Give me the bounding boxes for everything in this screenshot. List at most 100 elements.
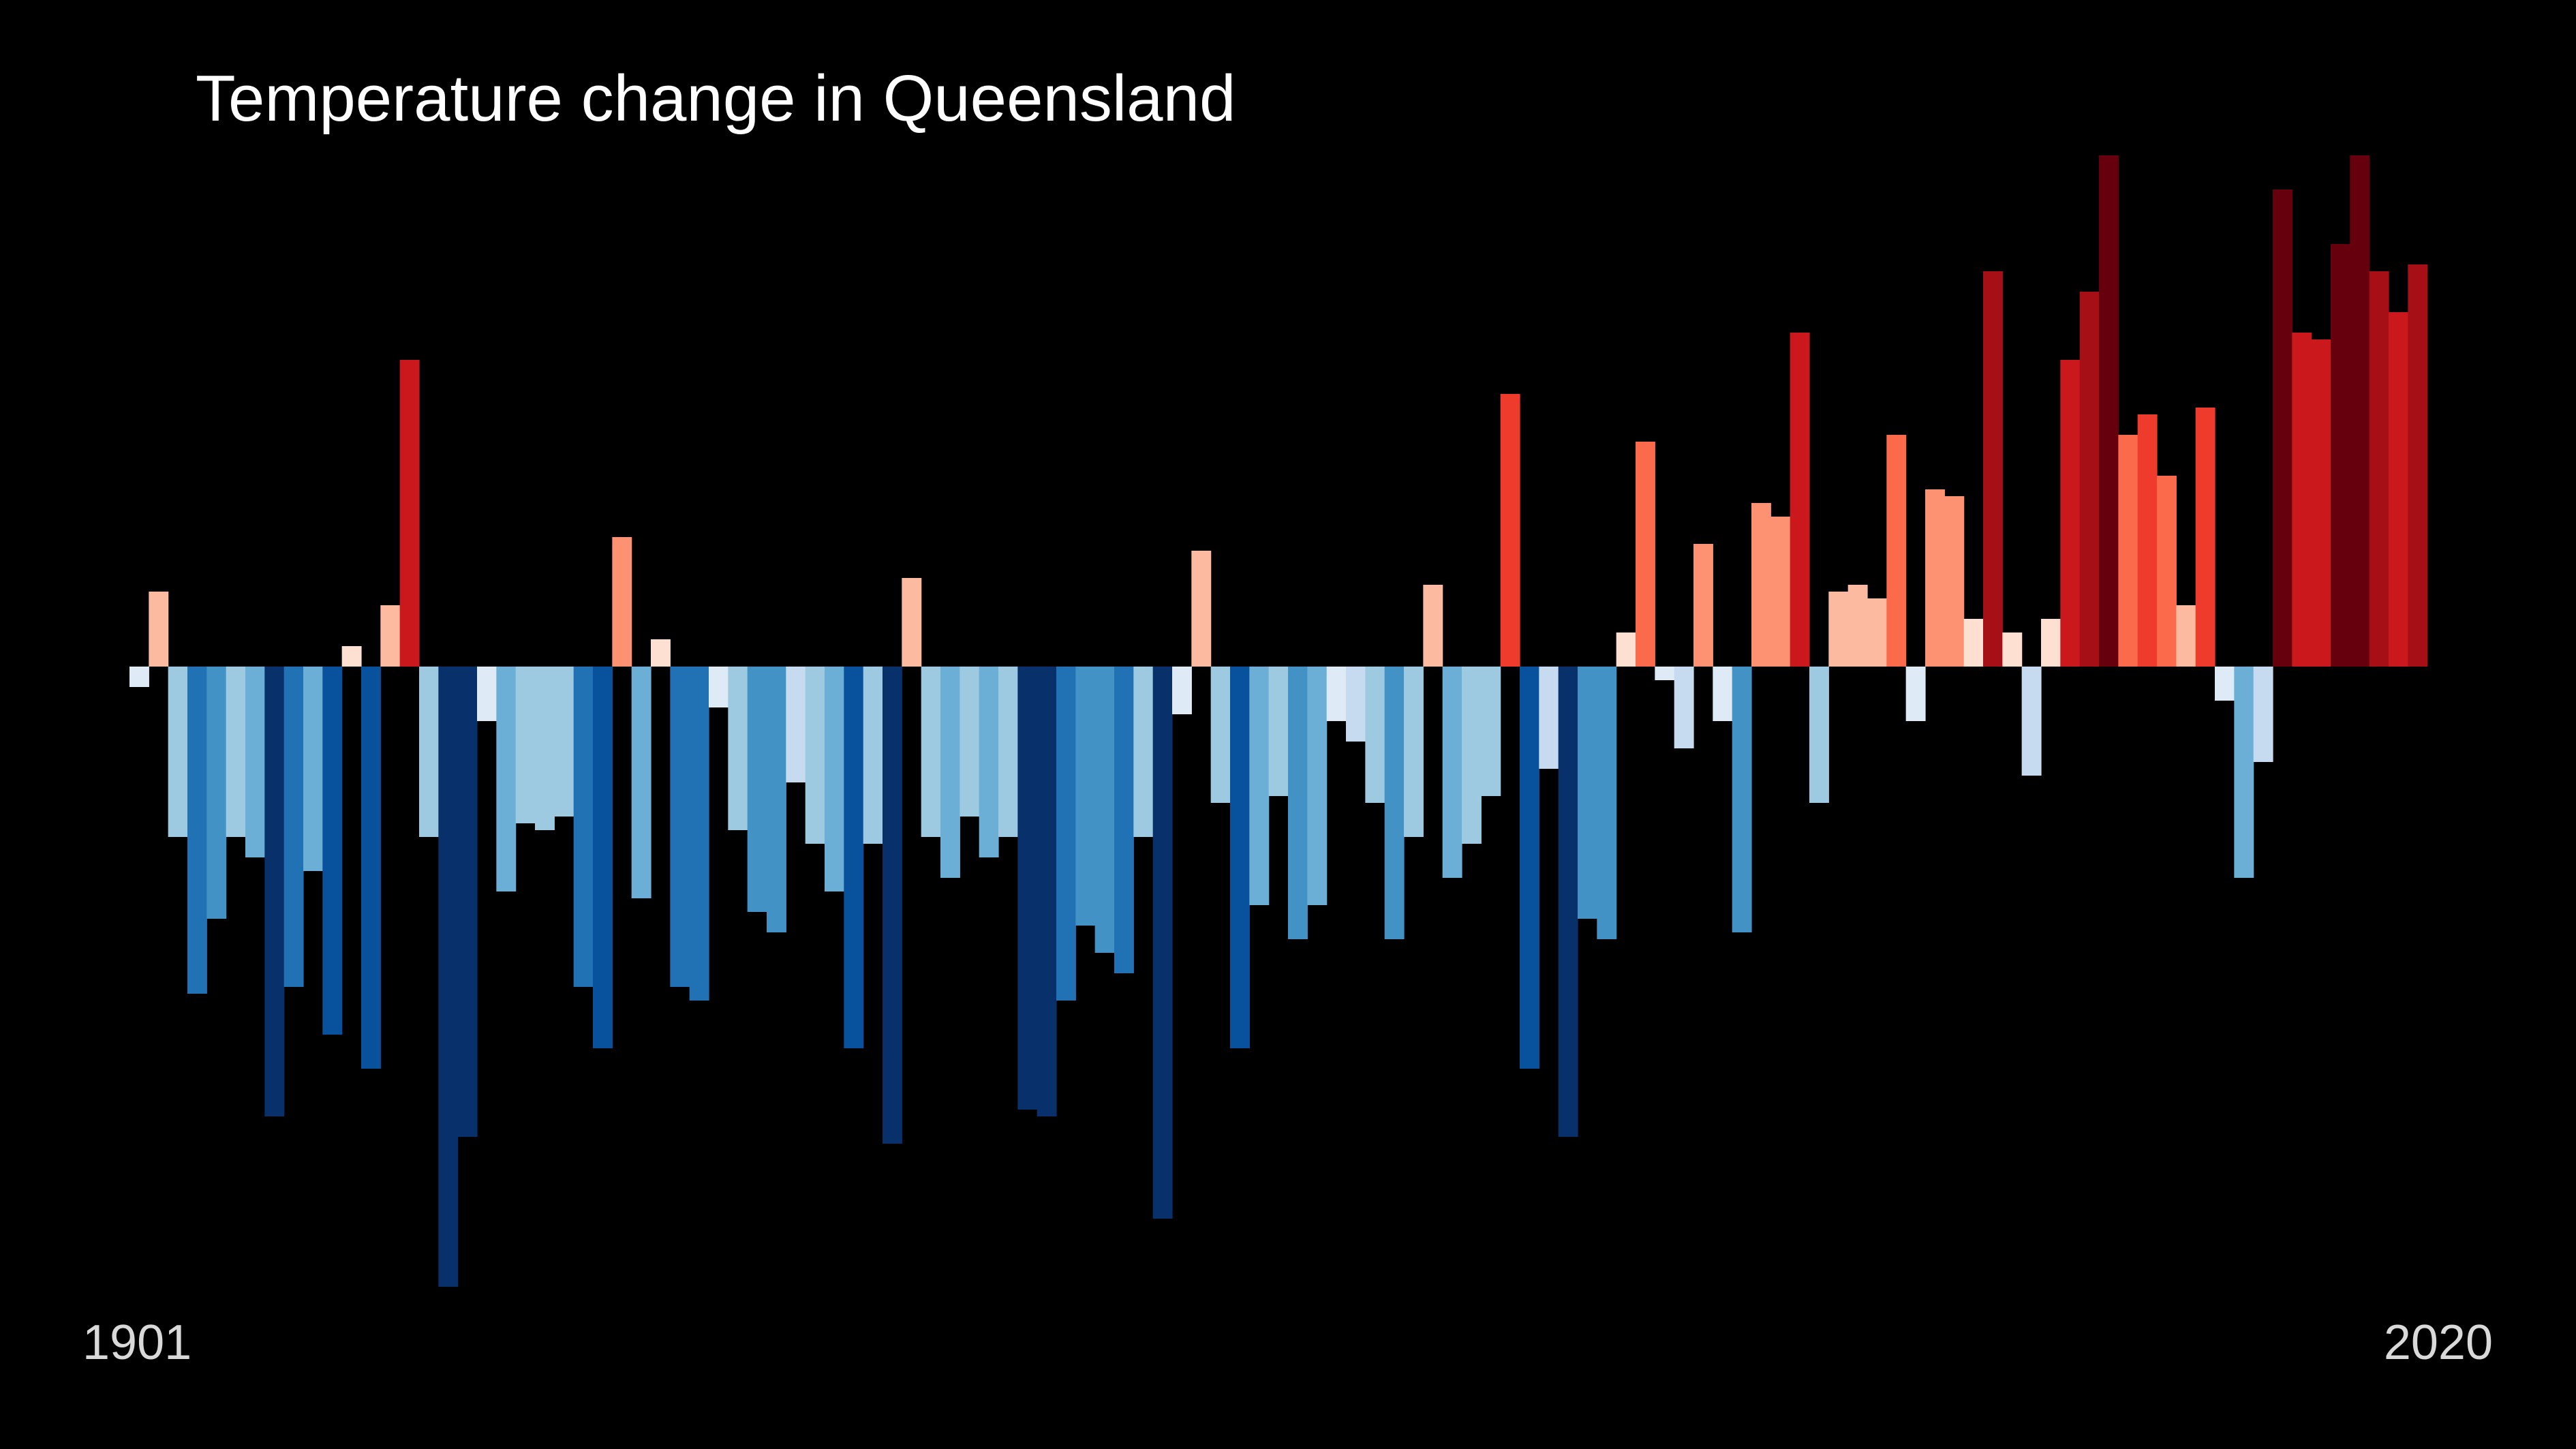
bar-1905 (206, 667, 227, 919)
bar-1931 (709, 667, 729, 707)
bar-1958 (1230, 667, 1250, 1048)
bar-1912 (341, 646, 362, 667)
bar-1982 (1693, 544, 1713, 667)
bar-1941 (902, 578, 922, 667)
bar-1903 (168, 667, 188, 837)
bar-2013 (2292, 333, 2312, 667)
bar-2006 (2157, 476, 2177, 667)
bar-1909 (283, 667, 304, 987)
bar-1965 (1365, 667, 1385, 803)
bar-1930 (689, 667, 709, 1001)
bar-2004 (2118, 435, 2138, 667)
bar-1910 (303, 667, 323, 871)
bar-1904 (187, 667, 207, 994)
bar-1944 (960, 667, 980, 817)
bar-1920 (496, 667, 517, 891)
bar-1979 (1636, 442, 1655, 667)
bar-1963 (1326, 667, 1347, 721)
bar-2000 (2041, 619, 2061, 667)
bar-1947 (1017, 667, 1038, 1110)
bar-1976 (1578, 667, 1597, 919)
bar-1924 (573, 667, 594, 987)
bar-2018 (2389, 312, 2408, 667)
bar-1973 (1520, 667, 1539, 1069)
bar-1955 (1172, 667, 1192, 714)
bar-1974 (1539, 667, 1559, 769)
bar-1906 (226, 667, 246, 837)
bar-1972 (1500, 394, 1520, 667)
bar-1928 (651, 639, 671, 667)
bar-2003 (2099, 155, 2119, 667)
start-year-label: 1901 (82, 1315, 192, 1370)
bar-2016 (2350, 155, 2370, 667)
bar-1902 (149, 592, 169, 667)
bars-group (129, 155, 2428, 1287)
bar-1971 (1481, 667, 1501, 796)
bar-1929 (670, 667, 690, 987)
bar-1981 (1674, 667, 1694, 748)
bar-1907 (245, 667, 265, 857)
bar-1948 (1037, 667, 1057, 1116)
bar-1964 (1346, 667, 1366, 742)
bar-1998 (2002, 632, 2023, 667)
bar-1994 (1925, 489, 1945, 667)
bar-1978 (1616, 632, 1636, 667)
bar-1997 (1983, 271, 2003, 667)
bar-1953 (1133, 667, 1154, 837)
bar-2005 (2137, 414, 2158, 667)
bar-1921 (515, 667, 536, 823)
bar-1933 (747, 667, 767, 912)
bar-2014 (2311, 339, 2331, 667)
bar-1913 (361, 667, 381, 1069)
bar-1926 (612, 537, 632, 667)
bar-1934 (767, 667, 786, 932)
bar-1968 (1423, 585, 1443, 667)
bar-1932 (728, 667, 748, 830)
bar-1991 (1867, 598, 1887, 667)
bar-2015 (2331, 244, 2350, 667)
bar-1942 (921, 667, 941, 837)
bar-1927 (631, 667, 651, 898)
bar-1992 (1886, 435, 1907, 667)
bar-2017 (2369, 271, 2389, 667)
bar-1985 (1751, 503, 1771, 667)
bar-1987 (1790, 333, 1810, 667)
bar-1916 (419, 667, 439, 837)
bar-2012 (2273, 189, 2293, 667)
bar-1940 (883, 667, 902, 1144)
bar-1989 (1828, 592, 1849, 667)
bar-1938 (844, 667, 864, 1048)
bar-1957 (1210, 667, 1231, 803)
bar-2010 (2234, 667, 2254, 878)
bar-1986 (1770, 517, 1791, 667)
bar-1937 (825, 667, 844, 891)
bar-1952 (1114, 667, 1134, 973)
bar-1984 (1732, 667, 1752, 932)
bar-1993 (1905, 667, 1926, 721)
bar-1936 (805, 667, 825, 844)
bar-1996 (1963, 619, 1984, 667)
bar-1959 (1249, 667, 1270, 905)
bar-1999 (2021, 667, 2042, 776)
bar-1990 (1847, 585, 1868, 667)
bar-1917 (438, 667, 459, 1287)
bar-2009 (2215, 667, 2235, 701)
bar-2002 (2079, 292, 2100, 667)
bar-1908 (264, 667, 285, 1116)
bar-1943 (940, 667, 960, 878)
bar-1935 (786, 667, 806, 782)
bar-1988 (1809, 667, 1829, 803)
bar-1914 (380, 605, 401, 667)
bar-2001 (2060, 360, 2081, 667)
bar-1922 (535, 667, 555, 830)
bar-1915 (399, 360, 420, 667)
bar-1918 (457, 667, 478, 1137)
bar-1945 (979, 667, 999, 857)
bar-1970 (1462, 667, 1482, 844)
bar-1956 (1191, 551, 1212, 667)
bar-1925 (593, 667, 613, 1048)
chart-title: Temperature change in Queensland (196, 62, 1236, 135)
end-year-label: 2020 (2383, 1315, 2493, 1370)
bar-1969 (1442, 667, 1462, 878)
